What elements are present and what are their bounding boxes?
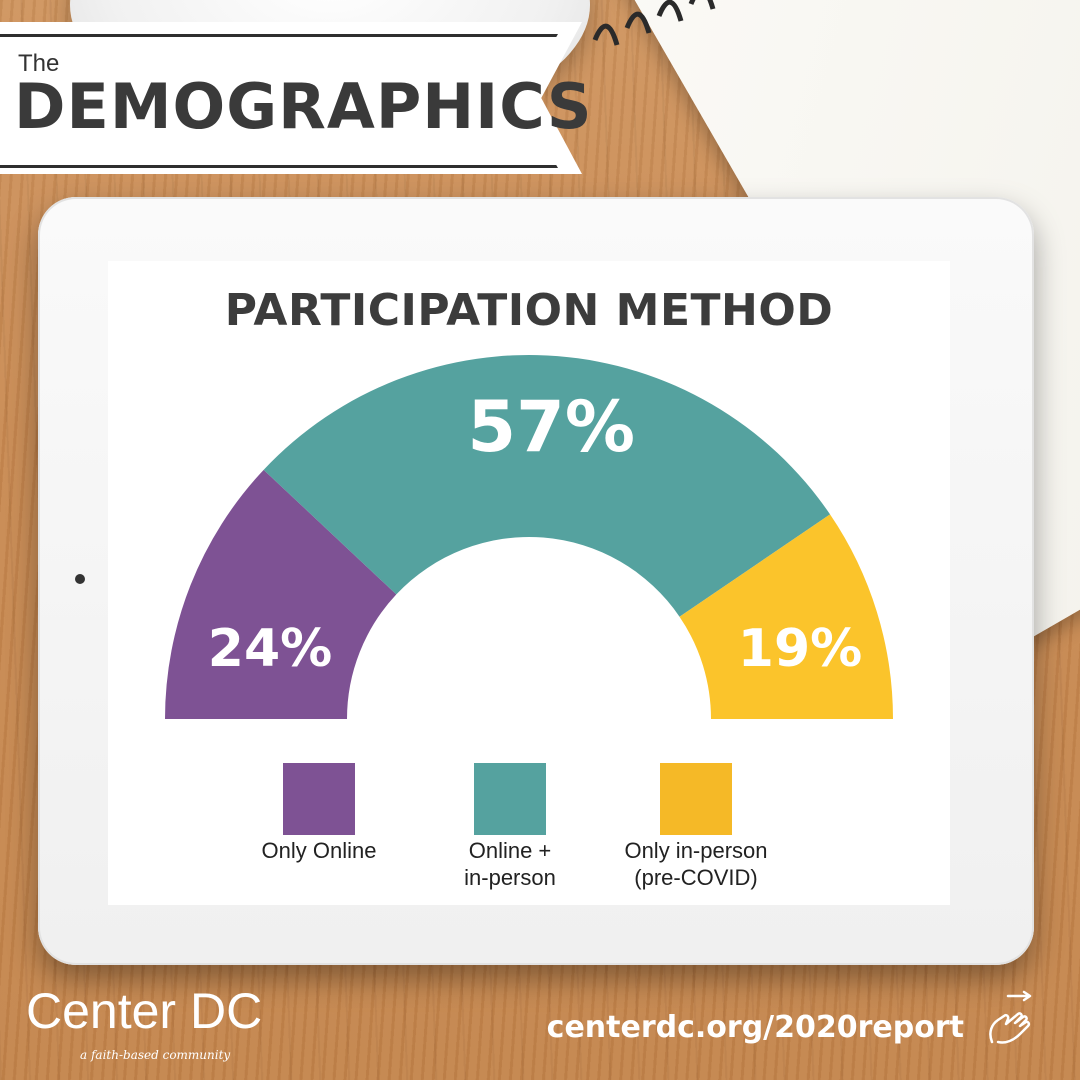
tablet-camera — [75, 574, 85, 584]
chart-title: PARTICIPATION METHOD — [224, 285, 834, 336]
legend-swatch-1 — [283, 763, 355, 835]
report-url[interactable]: centerdc.org/2020report — [546, 1010, 964, 1045]
legend-swatch-2 — [474, 763, 546, 835]
title-banner — [0, 34, 558, 168]
gauge-label-1: 24% — [208, 619, 332, 679]
tablet-screen: PARTICIPATION METHOD 24% 57% 19% Only Onli… — [108, 261, 950, 905]
gauge-label-2: 57% — [467, 386, 635, 468]
brand-tagline: a faith-based community — [80, 1048, 231, 1062]
legend-label-3: Only in-person (pre-COVID) — [624, 838, 768, 890]
pointing-hand-icon — [989, 990, 1032, 1044]
notebook-spirals — [592, 0, 716, 46]
legend-swatch-3 — [660, 763, 732, 835]
legend-label-1: Only Online — [261, 838, 377, 863]
gauge-label-3: 19% — [738, 619, 862, 679]
banner-title: DEMOGRAPHICS — [14, 70, 593, 143]
brand-logo-text: Center DC — [26, 983, 263, 1039]
legend-label-2: Online + in-person — [464, 838, 556, 890]
gauge-chart: 24% 57% 19% — [165, 355, 893, 719]
banner-the-label: The — [18, 50, 60, 77]
gauge-segment-1 — [165, 469, 397, 719]
gauge-segment-2 — [263, 355, 831, 617]
gauge-segment-3 — [679, 514, 893, 719]
